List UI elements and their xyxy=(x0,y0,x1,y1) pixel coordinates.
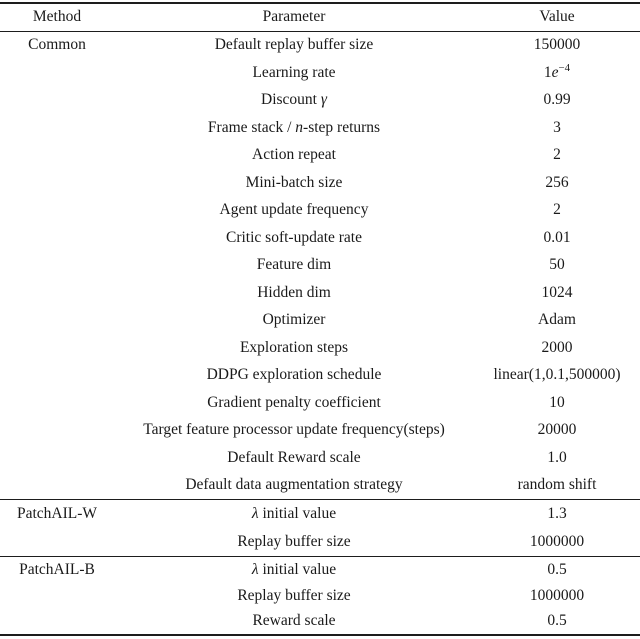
parameter-cell: Exploration steps xyxy=(239,338,349,356)
value-cell: 0.5 xyxy=(547,561,567,579)
table-row: Action repeat 2 xyxy=(0,142,640,170)
table-row: Default data augmentation strategy random… xyxy=(0,472,640,500)
table-row: Mini-batch size 256 xyxy=(0,169,640,197)
table-row: Gradient penalty coefficient 10 xyxy=(0,389,640,417)
value-cell: 0.5 xyxy=(547,612,567,630)
value-cell: 10 xyxy=(549,393,565,411)
table-section-patchail-w: PatchAIL-W λ initial value 1.3 Replay buffe… xyxy=(0,499,640,556)
table-header-row: Method Parameter Value xyxy=(0,4,640,32)
table-row: Replay buffer size 1000000 xyxy=(0,528,640,556)
table-row: Common Default replay buffer size 150000 xyxy=(0,32,640,60)
method-cell: PatchAIL-B xyxy=(19,561,95,579)
parameter-cell: Critic soft-update rate xyxy=(225,228,362,246)
value-cell: 0.01 xyxy=(543,228,571,246)
parameter-cell: Agent update frequency xyxy=(219,201,369,219)
table-row: Replay buffer size 1000000 xyxy=(0,583,640,609)
table-section-patchail-b: PatchAIL-B λ initial value 0.5 Replay buffe… xyxy=(0,556,640,634)
table-bottom-rule xyxy=(0,634,640,637)
value-cell: linear(1,0.1,500000) xyxy=(493,366,621,384)
table-row: Hidden dim 1024 xyxy=(0,279,640,307)
table-row: Learning rate 1e−4 xyxy=(0,59,640,87)
parameter-cell: λ initial value xyxy=(251,504,337,522)
value-cell: 1000000 xyxy=(529,586,585,604)
value-cell: random shift xyxy=(517,476,597,494)
parameter-cell: Optimizer xyxy=(262,311,326,329)
parameter-cell: Frame stack / n-step returns xyxy=(207,118,381,136)
parameter-cell: Mini-batch size xyxy=(245,173,343,191)
table-row: Critic soft-update rate 0.01 xyxy=(0,224,640,252)
table-section-common: Common Default replay buffer size 150000 Le… xyxy=(0,32,640,500)
table-row: Optimizer Adam xyxy=(0,307,640,335)
table-row: Exploration steps 2000 xyxy=(0,334,640,362)
value-cell: 0.99 xyxy=(543,91,571,109)
value-cell: 2 xyxy=(553,146,561,164)
value-cell: 1.3 xyxy=(547,504,567,522)
value-cell: 1.0 xyxy=(547,448,567,466)
parameter-cell: Replay buffer size xyxy=(237,533,351,551)
table-row: Discount γ 0.99 xyxy=(0,87,640,115)
table-row: DDPG exploration schedule linear(1,0.1,50… xyxy=(0,362,640,390)
column-header-parameter: Parameter xyxy=(262,8,326,26)
table-row: Target feature processor update frequenc… xyxy=(0,417,640,445)
value-cell: 256 xyxy=(545,173,569,191)
parameter-cell: Discount γ xyxy=(261,91,327,109)
parameter-cell: Default replay buffer size xyxy=(214,36,374,54)
column-header-value: Value xyxy=(539,8,575,26)
value-cell: 1024 xyxy=(541,283,573,301)
value-cell: 1e−4 xyxy=(543,61,571,81)
table-row: Default Reward scale 1.0 xyxy=(0,444,640,472)
parameter-cell: λ initial value xyxy=(251,561,337,579)
value-cell: 2000 xyxy=(541,338,573,356)
column-header-method: Method xyxy=(32,8,82,26)
value-cell: 3 xyxy=(553,118,561,136)
parameter-cell: Replay buffer size xyxy=(237,586,351,604)
table-row: Reward scale 0.5 xyxy=(0,609,640,635)
parameter-cell: Target feature processor update frequenc… xyxy=(143,421,445,439)
table-row: Frame stack / n-step returns 3 xyxy=(0,114,640,142)
table-row: Feature dim 50 xyxy=(0,252,640,280)
parameter-cell: Default Reward scale xyxy=(227,448,361,466)
parameter-cell: DDPG exploration schedule xyxy=(206,366,382,384)
parameter-cell: Gradient penalty coefficient xyxy=(207,393,381,411)
value-cell: 150000 xyxy=(533,36,581,54)
parameter-cell: Learning rate xyxy=(252,63,336,81)
value-cell: 1000000 xyxy=(529,533,585,551)
table-row: PatchAIL-W λ initial value 1.3 xyxy=(0,500,640,528)
parameter-cell: Reward scale xyxy=(252,612,336,630)
value-cell: 20000 xyxy=(537,421,577,439)
table-row: PatchAIL-B λ initial value 0.5 xyxy=(0,557,640,583)
value-cell: Adam xyxy=(538,311,576,329)
parameter-cell: Default data augmentation strategy xyxy=(185,476,403,494)
method-cell: PatchAIL-W xyxy=(16,504,98,522)
parameter-cell: Action repeat xyxy=(252,146,336,164)
parameter-cell: Hidden dim xyxy=(257,283,331,301)
table-top-rule xyxy=(0,2,640,4)
method-cell: Common xyxy=(28,36,86,54)
value-cell: 2 xyxy=(553,201,561,219)
table-row: Agent update frequency 2 xyxy=(0,197,640,225)
parameter-cell: Feature dim xyxy=(256,256,332,274)
value-cell: 50 xyxy=(549,256,565,274)
table-body: Common Default replay buffer size 150000 Le… xyxy=(0,32,640,635)
